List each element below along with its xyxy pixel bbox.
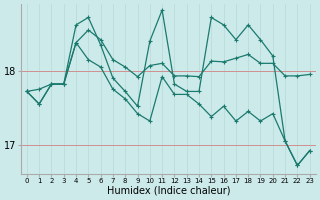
X-axis label: Humidex (Indice chaleur): Humidex (Indice chaleur) bbox=[107, 186, 230, 196]
